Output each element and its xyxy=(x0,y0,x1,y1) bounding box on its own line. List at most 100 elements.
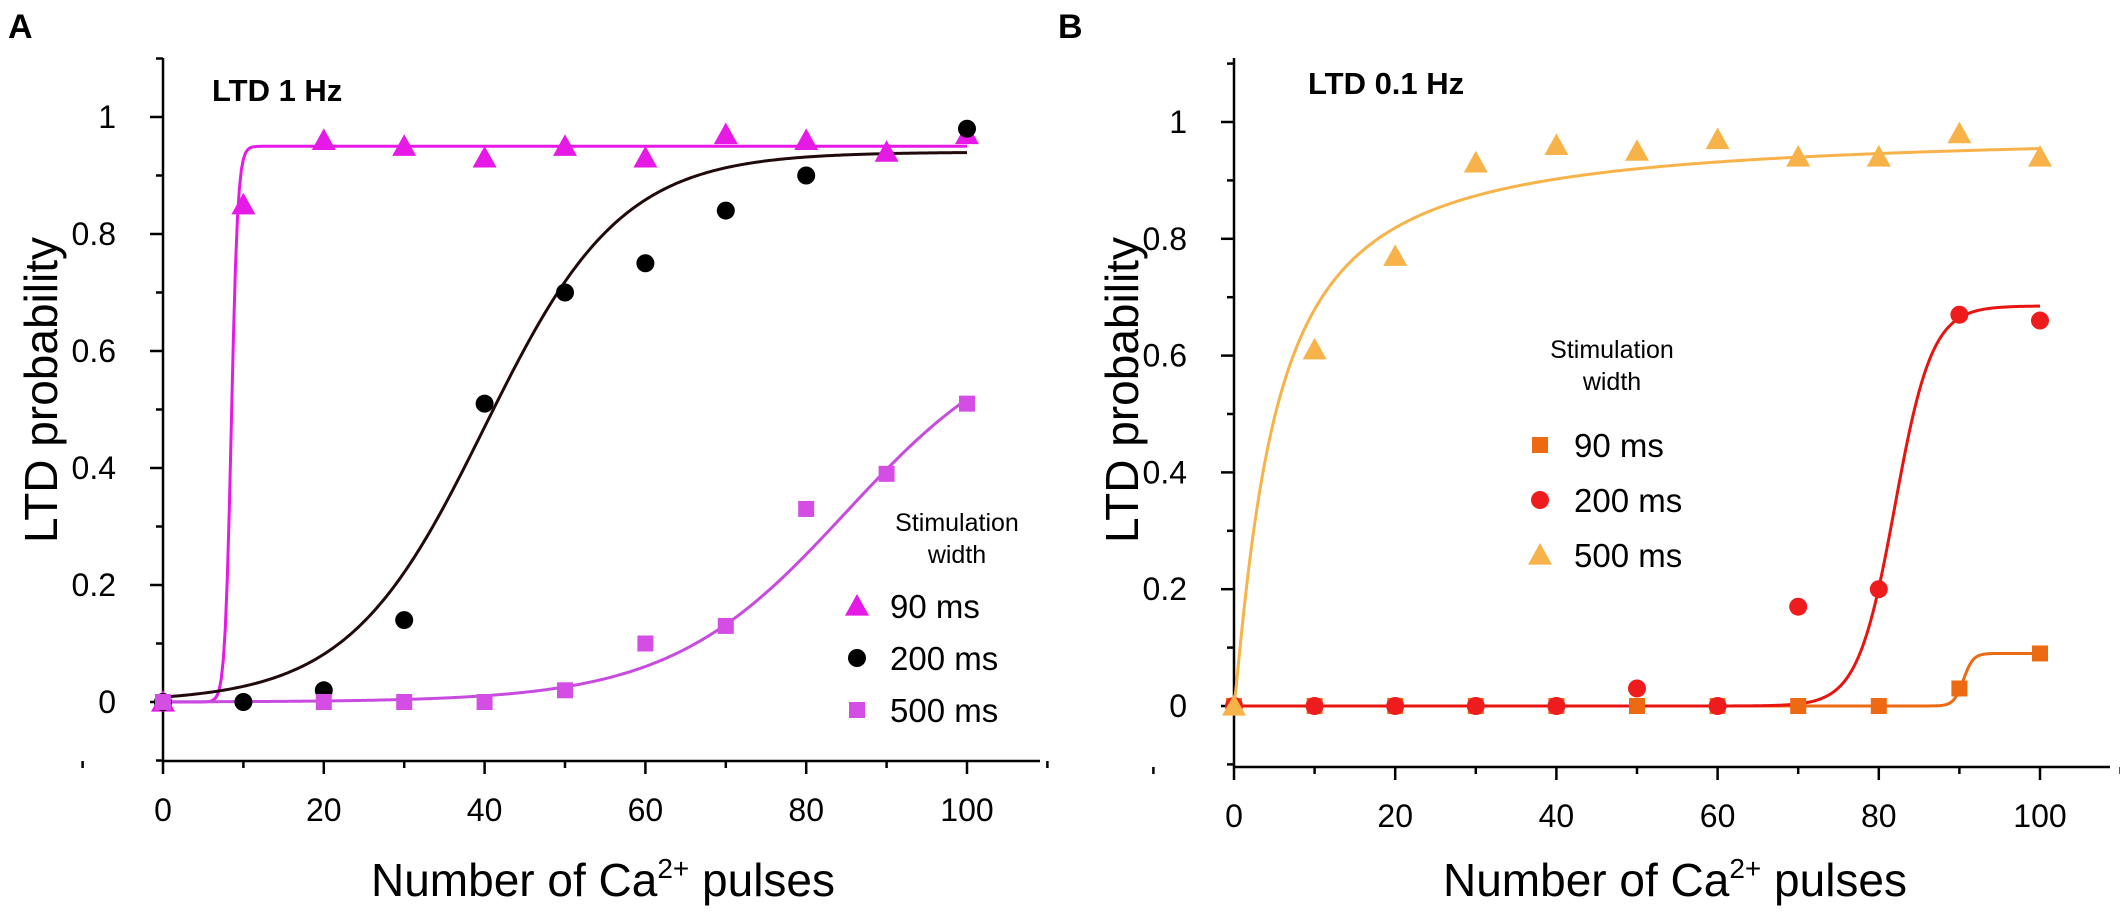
legend-label: 200 ms xyxy=(890,640,998,677)
data-point-90-ms xyxy=(472,145,497,168)
data-point-90-ms xyxy=(1790,698,1807,714)
y-tick-label: 0.8 xyxy=(1143,221,1187,257)
data-point-90-ms xyxy=(713,122,738,145)
data-point-200-ms xyxy=(636,254,655,273)
y-tick-label: 0.2 xyxy=(1143,571,1187,607)
data-point-500-ms xyxy=(1866,145,1891,167)
data-point-500-ms xyxy=(1786,145,1811,167)
x-tick-label: 0 xyxy=(1225,798,1243,834)
legend-title: width xyxy=(1582,368,1641,396)
data-point-500-ms xyxy=(396,694,413,710)
data-point-200-ms xyxy=(716,201,735,220)
legend-marker xyxy=(1528,543,1552,565)
legend-label: 200 ms xyxy=(1574,482,1682,519)
data-point-500-ms xyxy=(959,395,975,412)
chart-panel-b: B 0 0.2 0.4 0.6 0.8 1 0 20 40 60 80 100 LTD probabili… xyxy=(1058,8,2120,906)
chart-title: LTD 1 Hz xyxy=(212,73,342,108)
data-point-200-ms xyxy=(1386,697,1405,715)
data-point-500-ms xyxy=(1302,337,1327,360)
y-axis-label: LTD probability xyxy=(15,237,67,543)
data-point-500-ms xyxy=(2028,145,2052,167)
data-point-90-ms xyxy=(2032,645,2048,662)
legend-marker xyxy=(1532,437,1548,453)
legend-marker xyxy=(845,594,869,616)
x-tick-label: 100 xyxy=(940,792,993,828)
chart-panel-a: A 0 0.2 0.4 0.6 0.8 1 0 20 40 60 80 100 LTD probabili… xyxy=(8,8,1049,906)
fit-curve-500-ms xyxy=(163,397,968,704)
data-point-500-ms xyxy=(155,694,171,710)
data-point-90-ms xyxy=(311,128,336,150)
data-point-200-ms xyxy=(958,119,976,138)
y-tick-label: 0.4 xyxy=(72,450,116,486)
y-tick-label: 0 xyxy=(1169,688,1187,724)
data-point-500-ms xyxy=(1222,694,1246,716)
legend-label: 90 ms xyxy=(890,588,980,625)
legend-marker xyxy=(1531,491,1549,509)
x-tick-label: 60 xyxy=(1700,798,1736,834)
data-point-500-ms xyxy=(1544,133,1569,155)
data-point-200-ms xyxy=(797,166,816,185)
data-point-200-ms xyxy=(1466,697,1485,715)
legend-label: 90 ms xyxy=(1574,427,1664,464)
x-tick-label: 40 xyxy=(1539,798,1575,834)
data-point-500-ms xyxy=(1463,150,1488,173)
data-point-200-ms xyxy=(395,611,414,630)
y-tick-label: 0 xyxy=(98,684,116,720)
data-point-200-ms xyxy=(1708,697,1727,715)
legend-label: 500 ms xyxy=(1574,537,1682,574)
legend-title: width xyxy=(927,541,986,569)
legend: Stimulation width 90 ms 200 ms 500 ms xyxy=(1528,336,1682,574)
legend-marker xyxy=(848,649,866,667)
y-tick-label: 0.2 xyxy=(72,567,116,603)
data-point-200-ms xyxy=(1305,697,1324,715)
chart-title: LTD 0.1 Hz xyxy=(1308,66,1464,101)
panel-letter: B xyxy=(1058,8,1083,46)
x-axis-label: Number of Ca2+ pulses xyxy=(371,853,835,906)
x-tick-label: 100 xyxy=(2013,798,2066,834)
x-tick-label: 60 xyxy=(628,792,664,828)
panel-letter: A xyxy=(8,8,33,46)
y-tick-label: 0.4 xyxy=(1143,454,1187,490)
fit-curve-200-ms xyxy=(162,151,968,699)
y-tick-label: 0.6 xyxy=(1143,338,1187,374)
data-point-200-ms xyxy=(1789,597,1808,616)
legend-marker xyxy=(849,702,865,718)
y-tick-label: 1 xyxy=(1169,104,1187,140)
x-tick-label: 80 xyxy=(788,792,824,828)
legend: Stimulation width 90 ms 200 ms 500 ms xyxy=(845,509,1019,729)
y-tick-label: 1 xyxy=(98,99,116,135)
legend-label: 500 ms xyxy=(890,692,998,729)
data-point-90-ms xyxy=(1951,680,1968,697)
data-point-90-ms xyxy=(392,134,417,156)
data-point-500-ms xyxy=(476,694,493,710)
data-point-500-ms xyxy=(637,635,654,652)
data-point-500-ms xyxy=(798,500,815,517)
data-point-500-ms xyxy=(717,617,734,634)
data-point-200-ms xyxy=(1950,305,1969,324)
x-tick-label: 40 xyxy=(467,792,503,828)
y-axis-label: LTD probability xyxy=(1096,237,1148,543)
data-point-500-ms xyxy=(557,682,573,699)
data-point-500-ms xyxy=(1705,127,1730,150)
data-point-90-ms xyxy=(633,145,658,168)
data-point-200-ms xyxy=(475,394,494,413)
data-point-500-ms xyxy=(878,465,895,482)
data-point-200-ms xyxy=(2031,311,2049,330)
data-point-90-ms xyxy=(553,134,577,156)
x-tick-label: 20 xyxy=(306,792,342,828)
data-point-90-ms xyxy=(231,192,256,215)
x-tick-label: 80 xyxy=(1861,798,1897,834)
y-tick-label: 0.8 xyxy=(72,216,116,252)
y-tick-label: 0.6 xyxy=(72,333,116,369)
data-point-500-ms xyxy=(1947,121,1972,144)
data-point-200-ms xyxy=(556,283,574,302)
data-point-90-ms xyxy=(1870,698,1887,714)
data-point-200-ms xyxy=(1628,679,1646,698)
legend-title: Stimulation xyxy=(895,509,1019,537)
data-point-200-ms xyxy=(1547,697,1566,715)
data-point-90-ms xyxy=(794,128,819,150)
data-point-90-ms xyxy=(1629,698,1645,714)
x-axis-label: Number of Ca2+ pulses xyxy=(1443,853,1907,906)
data-point-200-ms xyxy=(234,693,253,711)
data-point-500-ms xyxy=(1625,139,1649,161)
